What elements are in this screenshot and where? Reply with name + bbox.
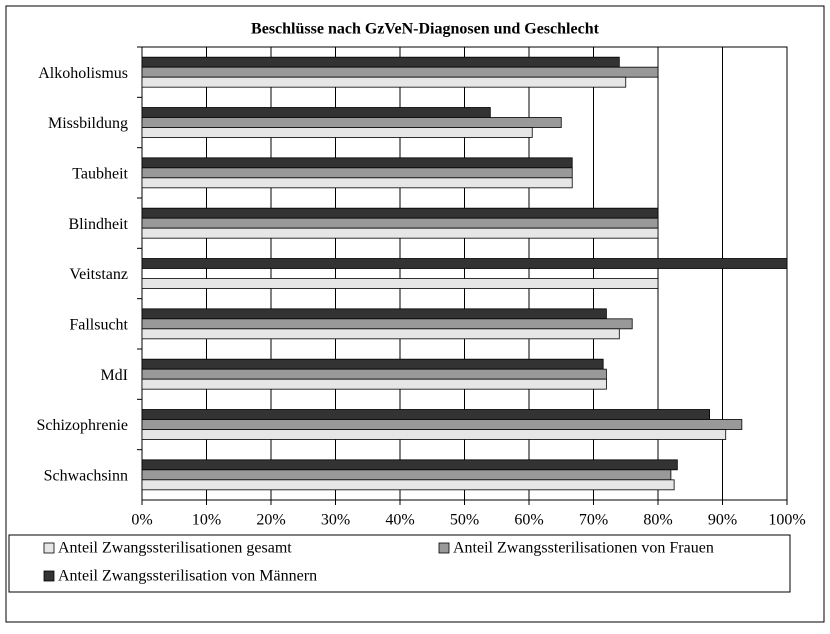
y-tick-label: Blindheit bbox=[68, 216, 128, 233]
bar bbox=[141, 409, 710, 420]
bar bbox=[141, 459, 678, 471]
y-tick-label: Schwachsinn bbox=[44, 468, 128, 485]
y-tick-label: Taubheit bbox=[72, 166, 128, 183]
bar bbox=[141, 66, 659, 78]
bar bbox=[141, 308, 607, 320]
x-tick-label: 50% bbox=[450, 512, 479, 529]
y-tick-label: Missbildung bbox=[48, 115, 128, 132]
bar bbox=[141, 278, 659, 289]
y-tick-label: Schizophrenie bbox=[36, 417, 128, 434]
x-tick-label: 80% bbox=[643, 512, 672, 529]
x-tick-label: 20% bbox=[256, 512, 285, 529]
legend-swatch bbox=[43, 570, 55, 582]
x-tick-label: 0% bbox=[131, 512, 152, 529]
bar bbox=[141, 318, 633, 330]
legend-swatch bbox=[438, 542, 450, 554]
bar bbox=[141, 76, 627, 88]
x-tick-label: 30% bbox=[321, 512, 350, 529]
bar bbox=[141, 328, 620, 340]
x-tick-label: 90% bbox=[708, 512, 737, 529]
legend-label: Anteil Zwangssterilisationen gesamt bbox=[58, 540, 292, 557]
chart-title: Beschlüsse nach GzVeN-Diagnosen und Gesc… bbox=[251, 21, 600, 38]
bar bbox=[141, 258, 788, 269]
x-tick-label: 40% bbox=[385, 512, 414, 529]
bar bbox=[141, 127, 533, 138]
legend-swatch bbox=[43, 542, 55, 554]
x-tick-label: 10% bbox=[192, 512, 221, 529]
bar bbox=[141, 479, 675, 491]
y-tick-label: MdI bbox=[100, 367, 128, 384]
bar bbox=[141, 368, 607, 380]
x-tick-label: 60% bbox=[514, 512, 543, 529]
bar bbox=[141, 217, 659, 229]
legend-label: Anteil Zwangssterilisationen von Frauen bbox=[453, 540, 714, 557]
bar bbox=[141, 227, 659, 239]
bar bbox=[141, 419, 743, 430]
bar bbox=[141, 56, 620, 68]
bar bbox=[141, 378, 607, 390]
bar bbox=[141, 167, 573, 179]
bar bbox=[141, 177, 573, 189]
y-tick-label: Veitstanz bbox=[69, 266, 128, 283]
y-tick-label: Alkoholismus bbox=[38, 65, 128, 82]
x-tick-label: 70% bbox=[579, 512, 608, 529]
bar bbox=[141, 207, 659, 219]
bar bbox=[141, 117, 562, 128]
y-tick-label: Fallsucht bbox=[69, 317, 128, 334]
legend-label: Anteil Zwangssterilisation von Männern bbox=[58, 568, 317, 585]
x-tick-label: 100% bbox=[768, 512, 805, 529]
bar bbox=[141, 429, 727, 440]
legend-box bbox=[8, 534, 791, 593]
bar bbox=[141, 358, 604, 370]
bar bbox=[141, 469, 672, 481]
bar bbox=[141, 157, 573, 169]
bar bbox=[141, 107, 491, 118]
